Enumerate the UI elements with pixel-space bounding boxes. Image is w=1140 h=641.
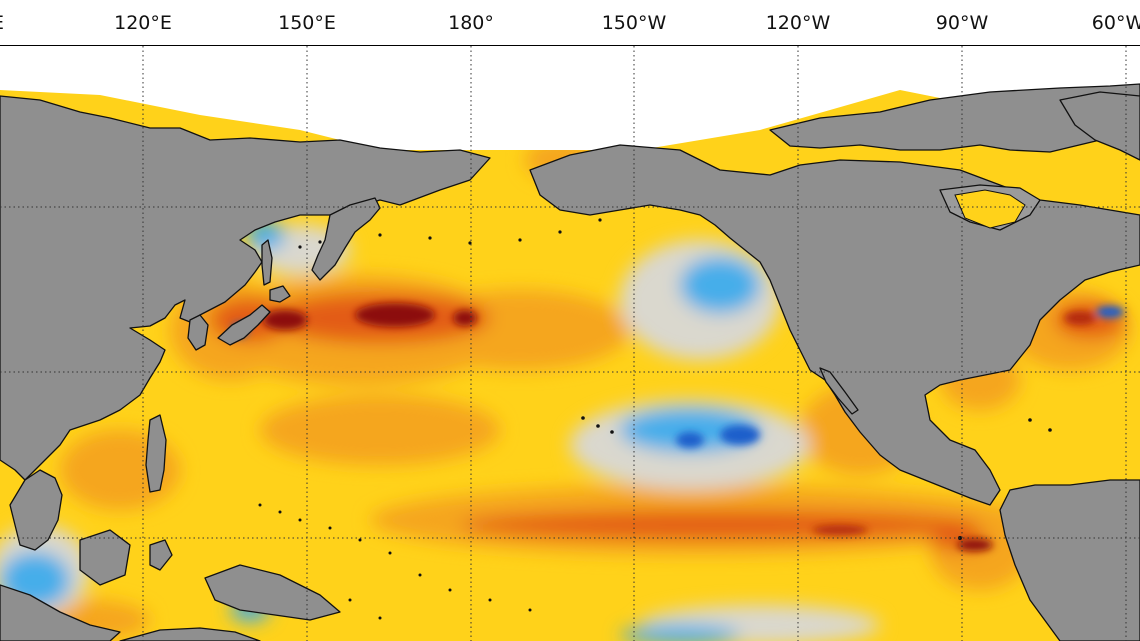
kamchatka-peninsula	[311, 197, 381, 281]
north-america-land	[529, 144, 1140, 506]
greenland-edge	[1059, 91, 1140, 161]
japan-honshu	[217, 304, 271, 346]
baja-california	[819, 367, 859, 415]
japan-hokkaido	[269, 285, 291, 303]
sea-surface-temperature-anomaly-map	[0, 46, 1140, 641]
sakhalin-island	[261, 239, 273, 286]
lon-label-150w: 150°W	[601, 12, 667, 34]
korea-peninsula	[187, 314, 209, 351]
eurasia-land	[0, 95, 491, 481]
indochina-malaya	[9, 469, 63, 551]
lon-label-120e: 120°E	[114, 12, 172, 34]
lon-label-180: 180°	[448, 12, 494, 34]
lon-label-edge-left: E	[0, 12, 4, 34]
map-top-border	[0, 45, 1140, 46]
new-guinea-island	[204, 564, 341, 621]
sulawesi-island	[149, 539, 173, 571]
arctic-sea-ice-area	[0, 46, 1140, 150]
lon-label-150e: 150°E	[278, 12, 336, 34]
graticule	[0, 46, 1140, 641]
lon-label-60w: 60°W	[1091, 12, 1140, 34]
south-america-land	[999, 479, 1140, 641]
sumatra-java-land	[0, 584, 121, 641]
lon-label-120w: 120°W	[765, 12, 831, 34]
australia-north	[119, 627, 261, 641]
island-chains	[258, 218, 1052, 620]
longitude-axis: E 120°E 150°E 180° 150°W 120°W 90°W 60°W	[0, 0, 1140, 46]
borneo-island	[79, 529, 131, 586]
sharp-anomaly-cores	[232, 303, 1124, 551]
lon-label-90w: 90°W	[935, 12, 989, 34]
philippines	[145, 414, 167, 493]
hudson-bay-water	[954, 189, 1026, 229]
land-masses	[0, 83, 1140, 641]
